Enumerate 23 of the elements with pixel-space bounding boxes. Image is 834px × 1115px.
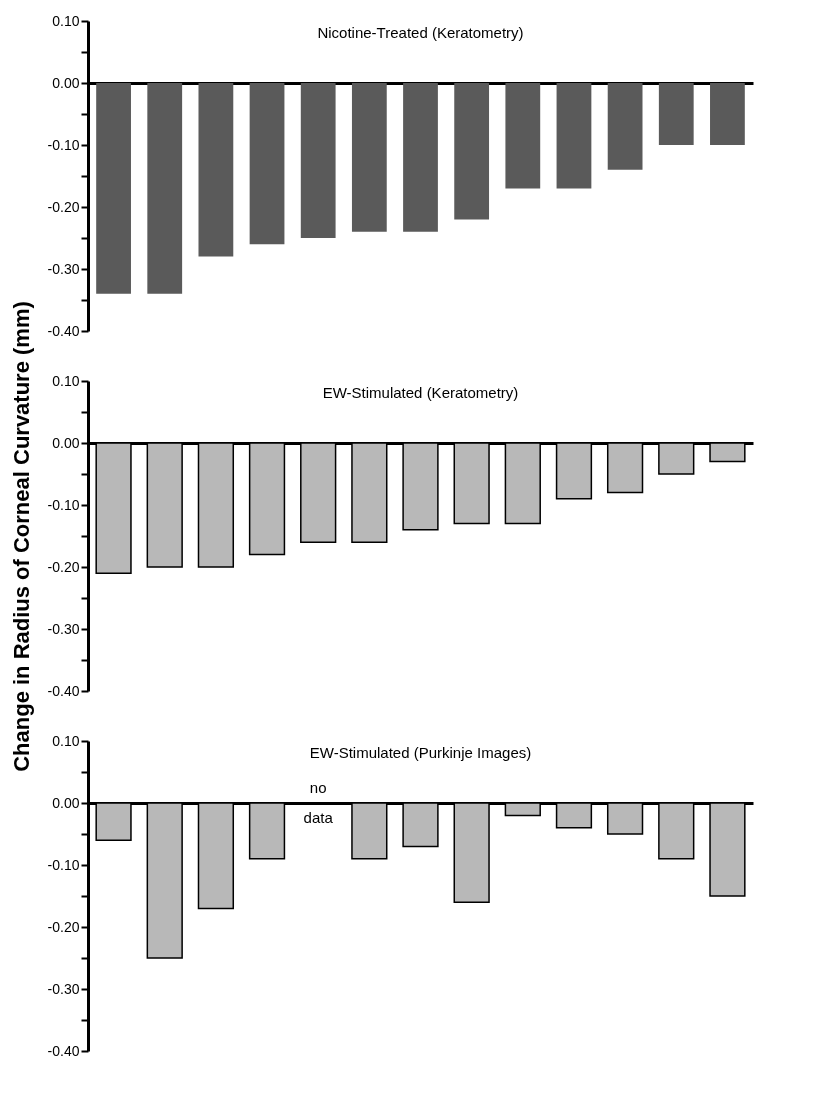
y-tick-label: -0.20: [47, 198, 80, 215]
y-tick-label: -0.20: [47, 918, 80, 935]
y-tick-label: -0.10: [47, 856, 80, 873]
chart-title: EW-Stimulated (Purkinje Images): [309, 744, 532, 761]
y-tick-label: 0.10: [52, 732, 80, 749]
y-tick-label: -0.40: [47, 1042, 80, 1059]
y-tick-label: 0.00: [52, 794, 80, 811]
y-tick-label: -0.10: [47, 136, 80, 153]
y-tick-label: 0.10: [52, 372, 80, 389]
y-tick-label: 0.10: [52, 12, 80, 29]
y-tick-label: -0.40: [47, 682, 80, 699]
y-tick-label: -0.30: [47, 260, 80, 277]
y-tick-label: 0.00: [52, 434, 80, 451]
y-axis-title: Change in Radius of Corneal Curvature (mm): [8, 301, 34, 772]
y-tick-label: -0.30: [47, 620, 80, 637]
y-tick-label: -0.30: [47, 980, 80, 997]
chart-title: Nicotine-Treated (Keratometry): [317, 24, 524, 41]
y-tick-label: -0.40: [47, 322, 80, 339]
annotation: no data: [303, 779, 334, 826]
y-tick-label: 0.00: [52, 74, 80, 91]
y-tick-label: -0.20: [47, 558, 80, 575]
y-tick-label: -0.10: [47, 496, 80, 513]
chart-title: EW-Stimulated (Keratometry): [322, 384, 519, 401]
